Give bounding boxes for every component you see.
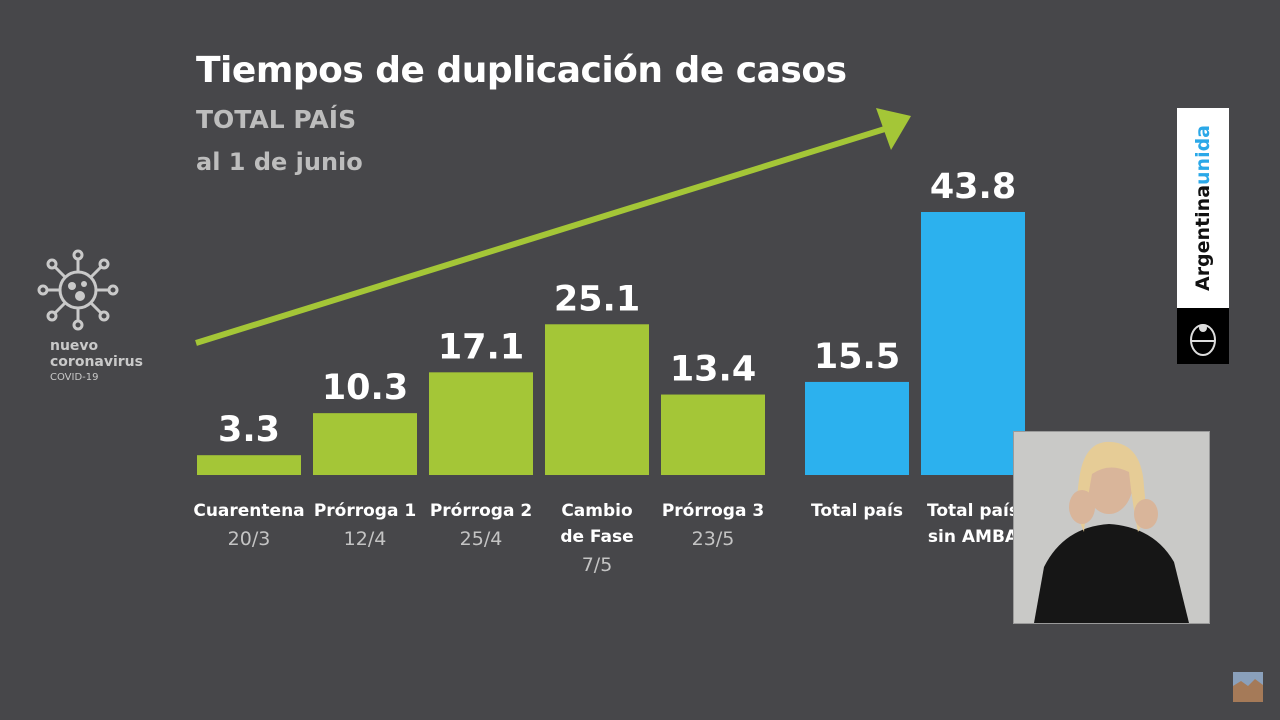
category-label-2-line-1: Prórroga 1 xyxy=(314,501,416,521)
logo-line-3: COVID-19 xyxy=(50,372,99,383)
bar-value-label-3: 17.1 xyxy=(438,327,524,367)
bar-3 xyxy=(429,372,533,475)
corner-thumbnail xyxy=(1233,672,1263,702)
chart-title: Tiempos de duplicación de casos xyxy=(196,50,847,91)
covid-logo-text: nuevo coronavirus COVID-19 xyxy=(50,338,143,386)
bar-5 xyxy=(661,394,765,475)
bar-6 xyxy=(805,381,909,475)
logo-line-1: nuevo xyxy=(50,338,99,354)
coat-of-arms-icon xyxy=(1190,324,1216,356)
category-label-7-line-2: sin AMBA xyxy=(928,527,1019,547)
bar-7 xyxy=(921,212,1025,475)
bar-value-label-5: 13.4 xyxy=(670,350,756,390)
bar-value-label-2: 10.3 xyxy=(322,368,408,408)
category-label-1-line-1: Cuarentena xyxy=(193,501,304,521)
category-label-4-line-1: Cambio xyxy=(561,501,632,521)
category-label-4-line-2: de Fase xyxy=(560,527,633,547)
bar-4 xyxy=(545,324,649,475)
category-date-1: 20/3 xyxy=(228,528,271,550)
badge-text: Argentinaunida xyxy=(1192,125,1214,291)
category-label-3-line-1: Prórroga 2 xyxy=(430,501,532,521)
trend-arrow-head xyxy=(876,108,911,150)
category-date-5: 23/5 xyxy=(692,528,735,550)
logo-line-2: coronavirus xyxy=(50,354,143,370)
category-date-2: 12/4 xyxy=(344,528,387,550)
bar-value-label-6: 15.5 xyxy=(814,337,900,377)
date-label: al 1 de junio xyxy=(196,148,363,176)
virus-icon xyxy=(37,249,119,331)
argentina-unida-badge: Argentinaunida xyxy=(1177,108,1229,364)
trend-arrow xyxy=(195,108,911,346)
bar-value-label-1: 3.3 xyxy=(218,410,280,450)
category-date-4: 7/5 xyxy=(582,554,613,576)
bar-value-label-4: 25.1 xyxy=(554,279,640,319)
sign-language-interpreter-video xyxy=(1013,431,1210,624)
interpreter-image xyxy=(1014,432,1209,623)
badge-text-panel: Argentinaunida xyxy=(1177,108,1229,308)
bar-1 xyxy=(197,455,301,475)
bar-value-label-7: 43.8 xyxy=(930,167,1016,207)
category-label-7-line-1: Total país xyxy=(927,501,1019,521)
chart-subtitle: TOTAL PAÍS xyxy=(196,105,357,134)
bar-2 xyxy=(313,413,417,475)
category-label-6-line-1: Total país xyxy=(811,501,903,521)
badge-word-unida: unida xyxy=(1192,124,1214,185)
trend-arrow-line xyxy=(195,125,889,346)
category-label-5-line-1: Prórroga 3 xyxy=(662,501,764,521)
thumbnail-image xyxy=(1233,672,1263,702)
badge-word-argentina: Argentina xyxy=(1192,184,1214,292)
category-date-3: 25/4 xyxy=(460,528,503,550)
